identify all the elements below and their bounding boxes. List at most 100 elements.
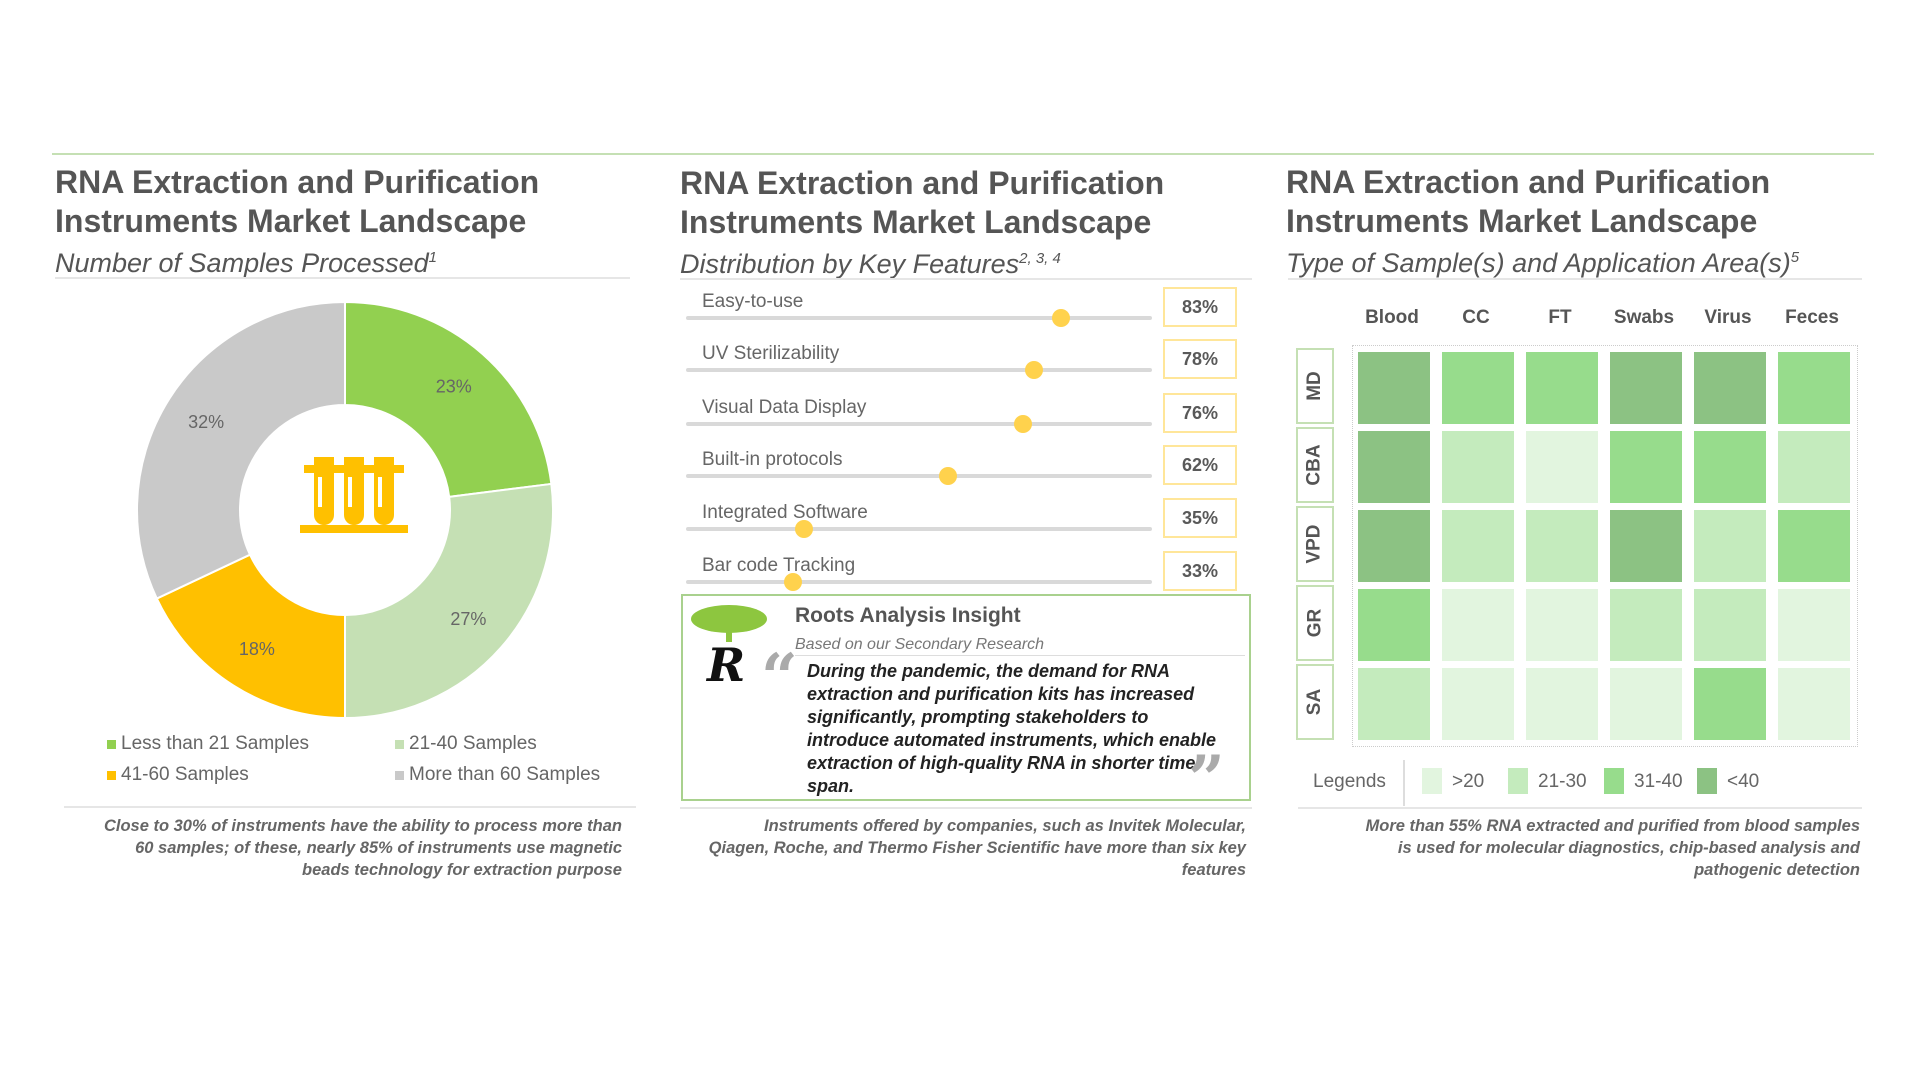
- heatmap-cell: [1442, 589, 1514, 661]
- legend-item: More than 60 Samples: [395, 764, 600, 786]
- column-header: Blood: [1365, 307, 1419, 328]
- column-header: CC: [1462, 307, 1490, 328]
- panel-1-header: RNA Extraction and Purification Instrume…: [55, 163, 635, 280]
- heatmap-cell: [1694, 431, 1766, 503]
- heatmap-cell: [1610, 589, 1682, 661]
- feature-label: Built-in protocols: [702, 449, 843, 470]
- feature-marker: [939, 467, 958, 485]
- heatmap-cell: [1358, 589, 1430, 661]
- panel-subtitle: Distribution by Key Features2, 3, 4: [680, 249, 1061, 279]
- feature-value: 76%: [1163, 393, 1237, 433]
- feature-value: 78%: [1163, 339, 1237, 379]
- panel-2-header: RNA Extraction and Purification Instrume…: [680, 164, 1260, 281]
- legend-swatch: [1697, 768, 1717, 794]
- divider: [1403, 760, 1405, 806]
- feature-value: 35%: [1163, 498, 1237, 538]
- heatmap-cell: [1442, 510, 1514, 582]
- feature-value: 62%: [1163, 445, 1237, 485]
- heatmap-cell: [1442, 431, 1514, 503]
- heatmap-cell: [1778, 510, 1850, 582]
- feature-label: Visual Data Display: [702, 397, 867, 418]
- heatmap-cell: [1358, 510, 1430, 582]
- insight-subtitle: Based on our Secondary Research: [795, 636, 1245, 656]
- test-tubes-icon: [300, 455, 408, 542]
- divider: [1288, 278, 1862, 280]
- row-header: CBA: [1296, 427, 1334, 503]
- feature-marker: [1025, 361, 1044, 379]
- logo-letter: R: [707, 638, 746, 692]
- divider: [680, 278, 1252, 280]
- panel-title: Instruments Market Landscape: [1286, 203, 1758, 239]
- heatmap-cell: [1526, 431, 1598, 503]
- legend-label: 31-40: [1634, 771, 1683, 792]
- legend-label: >20: [1452, 771, 1485, 792]
- feature-track: [686, 368, 1152, 372]
- panel-title: Instruments Market Landscape: [680, 204, 1152, 240]
- donut-slice: [344, 482, 554, 720]
- column-header: Feces: [1785, 307, 1839, 328]
- slice-label: 32%: [188, 412, 224, 432]
- panel-title: RNA Extraction and Purification: [55, 164, 540, 200]
- heatmap-cell: [1526, 352, 1598, 424]
- heatmap-cell: [1610, 510, 1682, 582]
- heatmap-cell: [1778, 352, 1850, 424]
- close-quote-icon: ”: [1188, 742, 1225, 817]
- slice-label: 18%: [239, 639, 275, 659]
- heatmap-cell: [1694, 510, 1766, 582]
- feature-marker: [794, 520, 813, 538]
- divider: [1298, 807, 1862, 809]
- row-header: GR: [1296, 585, 1334, 661]
- heatmap-cell: [1358, 431, 1430, 503]
- heatmap-cell: [1610, 431, 1682, 503]
- feature-label: UV Sterilizability: [702, 343, 840, 364]
- divider: [680, 807, 1252, 809]
- row-header: VPD: [1296, 506, 1334, 582]
- heatmap-grid: [1352, 345, 1858, 747]
- heatmap-cell: [1694, 352, 1766, 424]
- slice-label: 27%: [450, 609, 486, 629]
- legend-item: 21-40 Samples: [395, 733, 537, 755]
- heatmap-cell: [1778, 668, 1850, 740]
- feature-track: [686, 422, 1152, 426]
- feature-marker: [1014, 415, 1033, 433]
- heatmap-cell: [1442, 352, 1514, 424]
- feature-label: Bar code Tracking: [702, 555, 856, 576]
- column-header: Swabs: [1613, 307, 1675, 328]
- feature-label: Integrated Software: [702, 502, 868, 523]
- feature-track: [686, 527, 1152, 531]
- legend-label: <40: [1727, 771, 1760, 792]
- insight-quote: During the pandemic, the demand for RNA …: [807, 661, 1217, 796]
- feature-value: 33%: [1163, 551, 1237, 591]
- donut-slice: [155, 553, 346, 720]
- panel-title: Instruments Market Landscape: [55, 203, 527, 239]
- slice-label: 23%: [436, 377, 472, 397]
- legend-swatch: [1422, 768, 1442, 794]
- column-header: FT: [1548, 307, 1572, 328]
- heatmap-cell: [1442, 668, 1514, 740]
- feature-marker: [1051, 309, 1070, 327]
- heatmap-cell: [1526, 510, 1598, 582]
- panel-2-footnote: Instruments offered by companies, such a…: [708, 817, 1246, 879]
- feature-marker: [784, 573, 803, 591]
- donut-slice: [136, 300, 346, 600]
- panel-title: RNA Extraction and Purification: [680, 165, 1165, 201]
- heatmap-cell: [1778, 589, 1850, 661]
- panel-title: RNA Extraction and Purification: [1286, 164, 1771, 200]
- panel-subtitle: Type of Sample(s) and Application Area(s…: [1286, 248, 1800, 278]
- top-divider: [52, 153, 1874, 155]
- feature-value: 83%: [1163, 287, 1237, 327]
- feature-track: [686, 580, 1152, 584]
- heatmap-cell: [1778, 431, 1850, 503]
- divider: [64, 806, 636, 808]
- column-header: Virus: [1704, 307, 1752, 328]
- legend-swatch: [1604, 768, 1624, 794]
- insight-title: Roots Analysis Insight: [795, 604, 1021, 627]
- legend-title: Legends: [1313, 771, 1386, 792]
- legend-item: Less than 21 Samples: [107, 733, 309, 755]
- legend-item: 41-60 Samples: [107, 764, 249, 786]
- heatmap-cell: [1526, 668, 1598, 740]
- open-quote-icon: “: [761, 640, 798, 715]
- heatmap-cell: [1358, 352, 1430, 424]
- panel-3-header: RNA Extraction and Purification Instrume…: [1286, 163, 1866, 280]
- insight-box: R Roots Analysis Insight Based on our Se…: [681, 594, 1251, 817]
